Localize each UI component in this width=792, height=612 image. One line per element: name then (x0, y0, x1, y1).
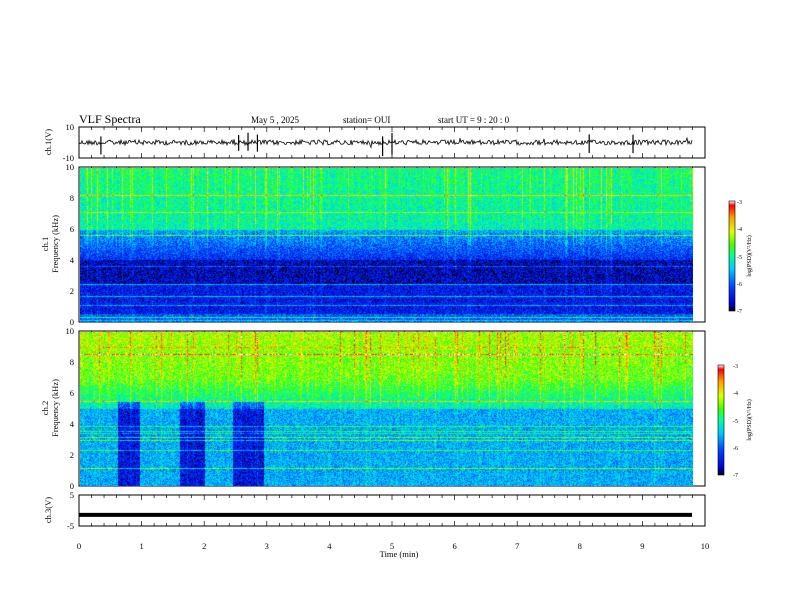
xtick-1: 1 (139, 541, 143, 551)
xtick-5: 5 (390, 541, 394, 551)
ch2-colorbar (717, 364, 725, 476)
xtick-8: 8 (578, 541, 582, 551)
ch1-ytick-6: 6 (70, 224, 74, 234)
ch1-waveform-spikes (100, 132, 634, 157)
ch2-cb-tick-m6: -6 (733, 446, 738, 452)
ch1-waveform-ylabel: ch.1(V) (43, 129, 53, 155)
ch2-frequency-ylabel: Frequency (kHz) (50, 379, 60, 437)
ch1-ytick-4: 4 (70, 255, 75, 265)
xtick-0: 0 (77, 541, 81, 551)
ch2-colorbar-label: log(PSD)(V²/Hz) (746, 399, 753, 440)
ch2-cb-tick-m5: -5 (733, 419, 738, 425)
xtick-4: 4 (327, 541, 332, 551)
x-axis-label: Time (min) (380, 549, 419, 559)
ch1-ytick-8: 8 (70, 193, 74, 203)
ch1-colorbar-label: log(PSD)(V²/Hz) (746, 235, 753, 276)
ch3-waveform-ylabel: ch.3(V) (43, 497, 53, 523)
ch3-waveform-panel: 5 -5 ch.3(V) (43, 490, 706, 531)
ch1-frequency-ylabel: Frequency (kHz) (50, 215, 60, 273)
ch2-ytick-8: 8 (70, 357, 74, 367)
ch3-waveform-frame (78, 494, 706, 527)
ch1-waveform-panel: 10 -10 ch.1(V) (43, 122, 706, 163)
ch2-cb-tick-m4: -4 (733, 391, 738, 397)
ch2-ytick-0: 0 (70, 481, 74, 491)
ch1-cb-tick-m7: -7 (737, 309, 742, 315)
ch2-ytick-6: 6 (70, 388, 74, 398)
xtick-9: 9 (640, 541, 644, 551)
ch1-ytick-10: 10 (66, 162, 75, 172)
ch2-ytick-4: 4 (70, 419, 75, 429)
ch3-ytick-top: 5 (70, 490, 74, 500)
ch3-ytick-bottom: -5 (67, 521, 74, 531)
ch1-spectrogram-ylabel: ch.1 (40, 237, 50, 251)
date-label: May 5 , 2025 (251, 115, 299, 125)
xtick-7: 7 (515, 541, 519, 551)
time-axis: 0 1 2 3 4 5 6 7 8 9 10 Time (min) (77, 541, 709, 559)
ch1-colorbar (728, 200, 736, 312)
xtick-2: 2 (202, 541, 206, 551)
ch2-cb-tick-m3: -3 (733, 364, 738, 370)
start-time-label: start UT = 9 : 20 : 0 (438, 115, 510, 125)
station-label: station= OUI (343, 115, 390, 125)
ch1-ytick-2: 2 (70, 286, 74, 296)
ch1-ytick-0: 0 (70, 317, 74, 327)
ch1-spectrogram-raster (79, 167, 693, 322)
figure-title: VLF Spectra (79, 112, 141, 126)
ch1-cb-tick-m4: -4 (737, 227, 742, 233)
xtick-10: 10 (701, 541, 710, 551)
ch1-cb-tick-m3: -3 (737, 200, 742, 206)
xtick-6: 6 (452, 541, 456, 551)
ch2-spectrogram-ylabel: ch.2 (40, 401, 50, 415)
ch1-waveform-trace (78, 136, 693, 149)
ch2-ytick-2: 2 (70, 450, 74, 460)
ch2-spectrogram-raster (79, 331, 693, 486)
ch1-cb-tick-m6: -6 (737, 282, 742, 288)
ch2-ytick-10: 10 (66, 326, 75, 336)
ch1-cb-tick-m5: -5 (737, 255, 742, 261)
ch2-cb-tick-m7: -7 (733, 473, 738, 479)
xtick-3: 3 (265, 541, 269, 551)
ch1-ytick-top: 10 (66, 122, 75, 132)
ch1-ytick-bottom: -10 (63, 153, 74, 163)
